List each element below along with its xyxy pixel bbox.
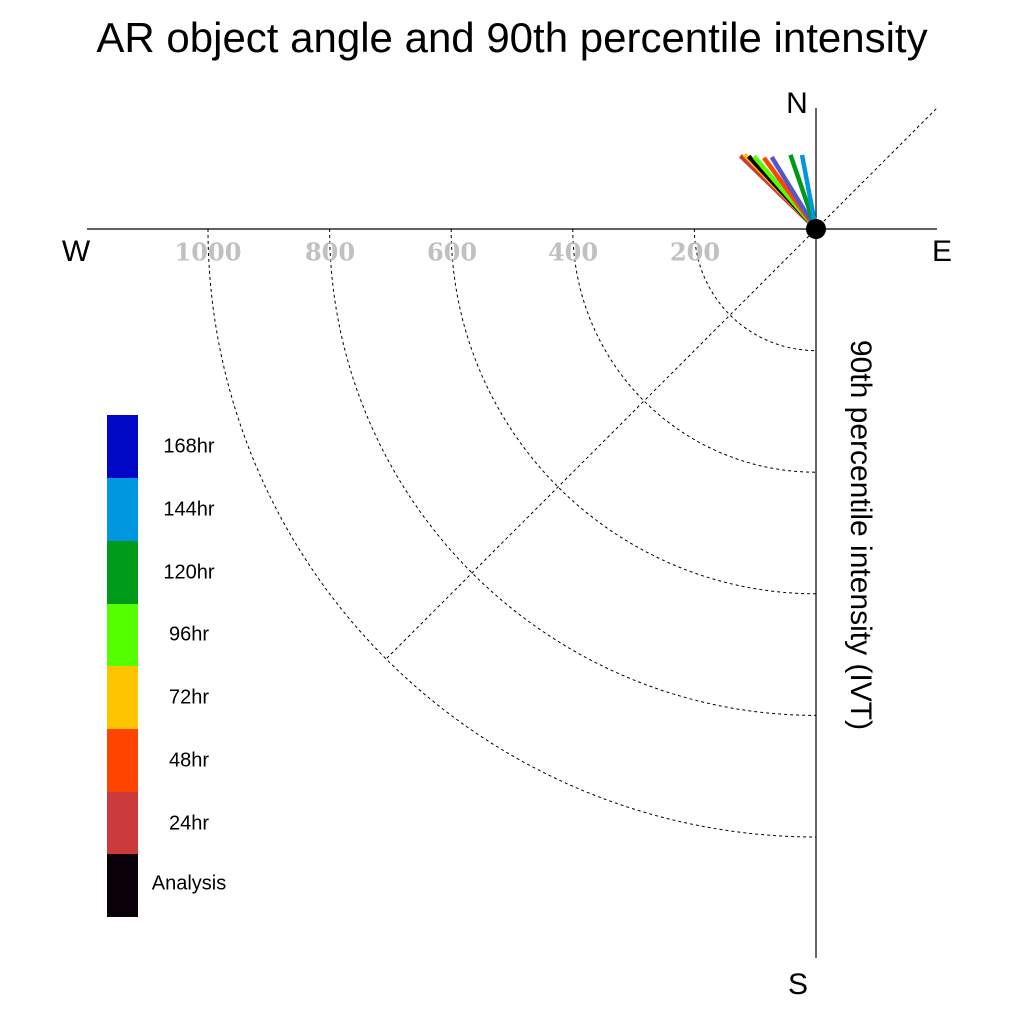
chart-axes — [87, 108, 937, 958]
legend-swatch-48hr — [107, 729, 138, 792]
chart-title: AR object angle and 90th percentile inte… — [96, 14, 928, 61]
legend-label: 72hr — [168, 686, 210, 709]
radial-tick-label: 200 — [669, 237, 721, 267]
legend-swatch-168hr — [107, 415, 138, 478]
chart-series — [738, 152, 819, 231]
legend-label: 168hr — [163, 435, 215, 458]
legend-label: 48hr — [168, 749, 210, 772]
radial-tick-label: 1000 — [174, 237, 242, 267]
legend-label: Analysis — [151, 872, 227, 895]
legend-swatch-72hr — [107, 666, 138, 729]
compass-north: N — [786, 87, 808, 120]
compass-east: E — [931, 235, 953, 268]
legend-swatch-analysis — [107, 854, 138, 917]
radial-tick-label: 400 — [547, 237, 599, 267]
radial-grid-arc — [693, 228, 817, 352]
origin-marker — [806, 219, 826, 239]
radial-grid-arc — [450, 228, 817, 595]
radial-tick-label: 600 — [426, 237, 478, 267]
vector-144hr — [799, 154, 819, 230]
vector-168hr — [769, 155, 818, 231]
radial-tick-label: 800 — [304, 237, 356, 267]
y-axis-label: 90th percentile intensity (IVT) — [844, 339, 877, 731]
legend-swatch-120hr — [107, 541, 138, 604]
diagonal-grid-line — [385, 108, 937, 660]
legend-swatch-96hr — [107, 604, 138, 667]
radial-grid-arc — [329, 228, 817, 716]
legend-swatch-24hr — [107, 792, 138, 855]
legend-label: 120hr — [163, 561, 215, 584]
compass-west: W — [61, 235, 91, 268]
legend-label: 96hr — [168, 623, 210, 646]
radial-grid-arc — [572, 228, 817, 473]
legend-swatch-144hr — [107, 478, 138, 541]
radial-grid-arc — [207, 228, 817, 838]
legend-label: 24hr — [168, 812, 210, 835]
compass-south: S — [787, 968, 809, 1001]
legend-label: 144hr — [163, 498, 215, 521]
chart-grid — [207, 108, 937, 838]
